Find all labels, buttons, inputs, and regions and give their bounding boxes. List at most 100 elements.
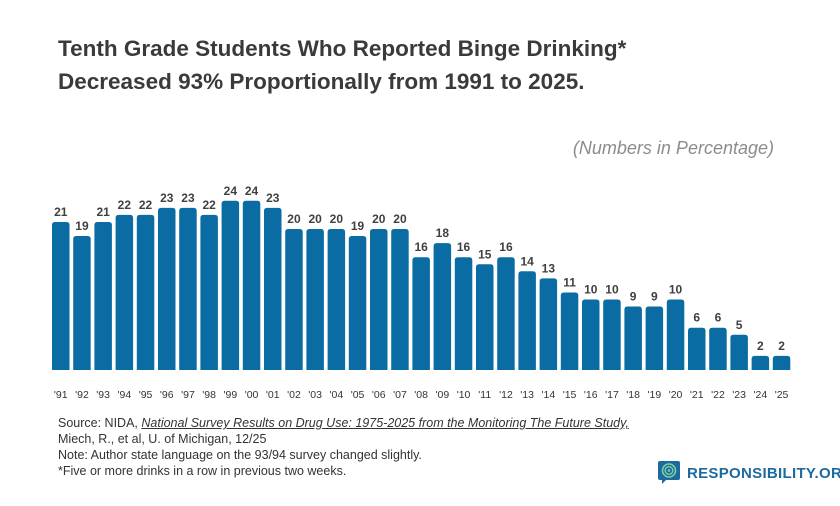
source-notes: Source: NIDA, National Survey Results on…	[58, 415, 629, 479]
bar-'95	[136, 214, 155, 370]
x-tick-label: '05	[351, 389, 365, 401]
x-tick-label: '10	[457, 389, 471, 401]
x-tick-label: '07	[393, 389, 407, 401]
bar-'05	[348, 236, 367, 370]
bar-'09	[433, 243, 452, 370]
x-tick-label: '09	[436, 389, 450, 401]
data-label: 18	[436, 226, 450, 240]
bar-'91	[52, 221, 70, 370]
data-label: 10	[584, 283, 598, 297]
data-label: 23	[266, 191, 280, 205]
bar-'17	[603, 299, 621, 370]
data-label: 9	[630, 290, 637, 304]
x-tick-label: '02	[287, 389, 301, 401]
bar-'99	[221, 200, 240, 370]
x-tick-label: '96	[160, 389, 174, 401]
bar-'06	[370, 229, 388, 370]
data-label: 9	[651, 290, 658, 304]
x-tick-label: '93	[96, 389, 110, 401]
data-label: 19	[351, 219, 365, 233]
footnote: *Five or more drinks in a row in previou…	[58, 464, 347, 478]
chart-title: Tenth Grade Students Who Reported Binge …	[58, 32, 626, 98]
data-label: 23	[181, 191, 195, 205]
bar-'18	[624, 306, 642, 370]
source-line-2: Miech, R., et al, U. of Michigan, 12/25	[58, 432, 267, 446]
x-tick-label: '00	[245, 389, 259, 401]
bar-'10	[454, 257, 473, 370]
x-tick-label: '18	[626, 389, 640, 401]
bar-'14	[539, 278, 558, 370]
data-label: 6	[715, 311, 722, 325]
title-line-2: Decreased 93% Proportionally from 1991 t…	[58, 69, 585, 94]
bar-'15	[560, 292, 579, 370]
bar-'00	[242, 200, 261, 370]
bar-'19	[645, 306, 664, 370]
bar-'01	[264, 207, 282, 370]
bar-'11	[476, 264, 494, 370]
data-label: 13	[542, 261, 556, 275]
x-tick-label: '14	[542, 389, 556, 401]
data-label: 5	[736, 318, 743, 332]
data-label: 2	[778, 339, 785, 353]
bar-'22	[709, 327, 727, 370]
bar-'12	[497, 257, 515, 370]
bar-'96	[158, 207, 176, 370]
bar-'08	[412, 257, 430, 370]
bar-'02	[285, 229, 303, 370]
x-tick-label: '01	[266, 389, 280, 401]
data-label: 2	[757, 339, 764, 353]
data-label: 20	[372, 212, 386, 226]
logo-text: RESPONSIBILITY.ORG	[687, 464, 840, 482]
logo-icon	[658, 461, 680, 484]
x-tick-label: '99	[224, 389, 238, 401]
chart-subtitle: (Numbers in Percentage)	[572, 138, 774, 158]
bar-'20	[666, 299, 685, 370]
data-label: 16	[499, 240, 513, 254]
bar-'21	[688, 327, 706, 370]
x-tick-label: '21	[690, 389, 704, 401]
x-tick-label: '13	[520, 389, 534, 401]
data-label: 24	[224, 184, 238, 198]
x-tick-label: '95	[139, 389, 153, 401]
x-tick-label: '97	[181, 389, 195, 401]
data-label: 15	[478, 247, 492, 261]
data-label: 16	[457, 240, 471, 254]
bar-'97	[179, 207, 197, 370]
bar-'24	[751, 355, 770, 370]
x-tick-label: '91	[54, 389, 68, 401]
data-label: 20	[330, 212, 344, 226]
x-tick-label: '24	[754, 389, 768, 401]
survey-note: Note: Author state language on the 93/94…	[58, 448, 422, 462]
responsibility-logo[interactable]: RESPONSIBILITY.ORG	[658, 461, 840, 485]
source-prefix: Source: NIDA,	[58, 416, 142, 430]
x-tick-label: '92	[75, 389, 89, 401]
bar-'25	[772, 355, 791, 370]
bar-'13	[518, 271, 536, 370]
bar-'07	[391, 229, 409, 370]
x-tick-label: '15	[563, 389, 577, 401]
bar-'23	[730, 334, 748, 370]
x-tick-label: '04	[330, 389, 344, 401]
data-label: 21	[54, 205, 68, 219]
x-tick-label: '11	[478, 389, 491, 401]
data-label: 22	[118, 198, 132, 212]
bar-'04	[327, 229, 346, 370]
data-label: 21	[96, 205, 110, 219]
bar-'93	[94, 221, 112, 370]
x-tick-label: '12	[499, 389, 513, 401]
x-tick-label: '25	[775, 389, 789, 401]
x-tick-label: '03	[308, 389, 322, 401]
x-tick-label: '94	[118, 389, 132, 401]
x-tick-label: '22	[711, 389, 725, 401]
bar-'94	[115, 214, 134, 370]
bar-'98	[200, 214, 218, 370]
source-title-link[interactable]: National Survey Results on Drug Use: 197…	[141, 416, 629, 430]
bar-'16	[582, 299, 600, 370]
x-tick-label: '23	[732, 389, 746, 401]
x-tick-label: '19	[648, 389, 662, 401]
data-label: 24	[245, 184, 259, 198]
data-label: 6	[693, 311, 700, 325]
data-label: 22	[202, 198, 216, 212]
data-label: 20	[287, 212, 301, 226]
x-tick-label: '16	[584, 389, 598, 401]
